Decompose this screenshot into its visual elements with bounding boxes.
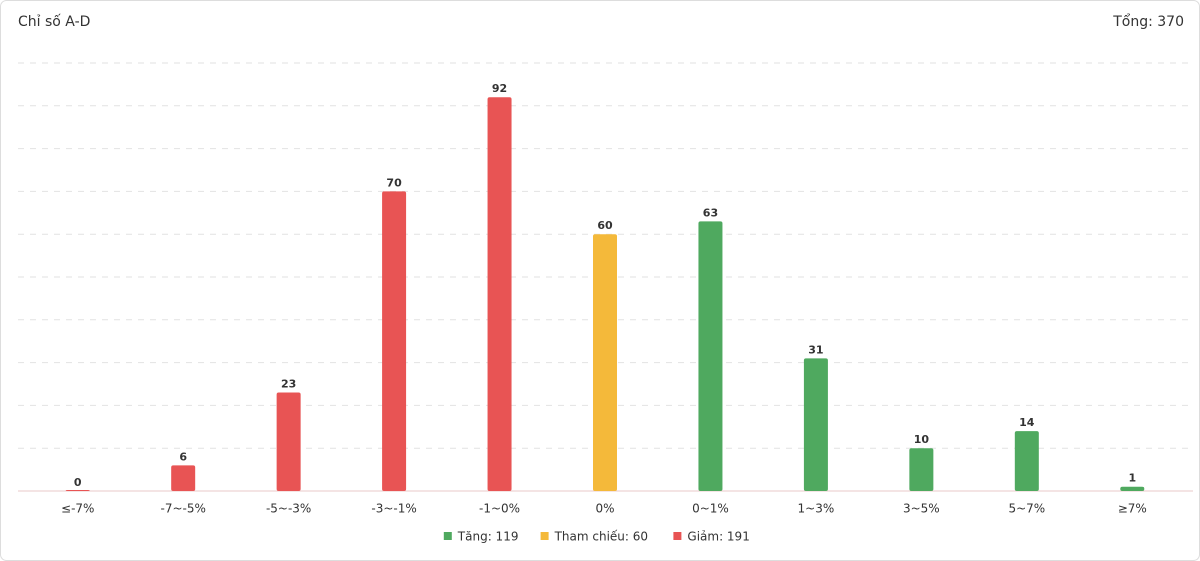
legend-label: Tăng: 119 (457, 530, 519, 544)
data-label: 0 (74, 476, 82, 489)
data-label: 14 (1019, 416, 1035, 429)
data-label: 70 (386, 176, 402, 189)
bar (1014, 431, 1039, 491)
data-label: 1 (1128, 472, 1136, 485)
x-tick-label: 1~3% (798, 502, 835, 516)
x-tick-label: ≥7% (1118, 502, 1147, 516)
bar (593, 234, 617, 491)
x-tick-label: -7~-5% (160, 502, 205, 516)
data-label: 10 (914, 433, 930, 446)
chart-title: Chỉ số A-D (18, 13, 90, 30)
data-label: 92 (492, 82, 507, 95)
x-tick-label: 0~1% (692, 502, 729, 516)
legend-label: Tham chiếu: 60 (554, 530, 648, 544)
total: Tổng: 370 (1112, 13, 1184, 30)
bar (803, 358, 828, 491)
x-tick-label: 3~5% (903, 502, 940, 516)
data-label: 23 (281, 378, 296, 391)
bar (698, 221, 723, 492)
x-tick-label: -3~-1% (371, 502, 416, 516)
x-tick-label: -5~-3% (266, 502, 311, 516)
legend-swatch (443, 532, 452, 540)
bar (382, 191, 407, 491)
bar (171, 465, 196, 491)
bar (276, 392, 301, 491)
data-label: 63 (703, 206, 718, 219)
x-tick-label: 0% (595, 502, 614, 516)
x-tick-label: ≤-7% (61, 502, 94, 516)
bar (1120, 486, 1145, 491)
legend-swatch (673, 532, 682, 540)
bar (487, 97, 512, 492)
bar (65, 490, 90, 491)
legend-label: Giảm: 191 (687, 530, 749, 544)
data-label: 31 (808, 343, 823, 356)
x-tick-label: -1~0% (479, 502, 520, 516)
legend-swatch (540, 532, 549, 540)
x-tick-label: 5~7% (1008, 502, 1045, 516)
data-label: 60 (597, 219, 613, 232)
data-label: 6 (179, 450, 187, 463)
bar (909, 448, 934, 491)
